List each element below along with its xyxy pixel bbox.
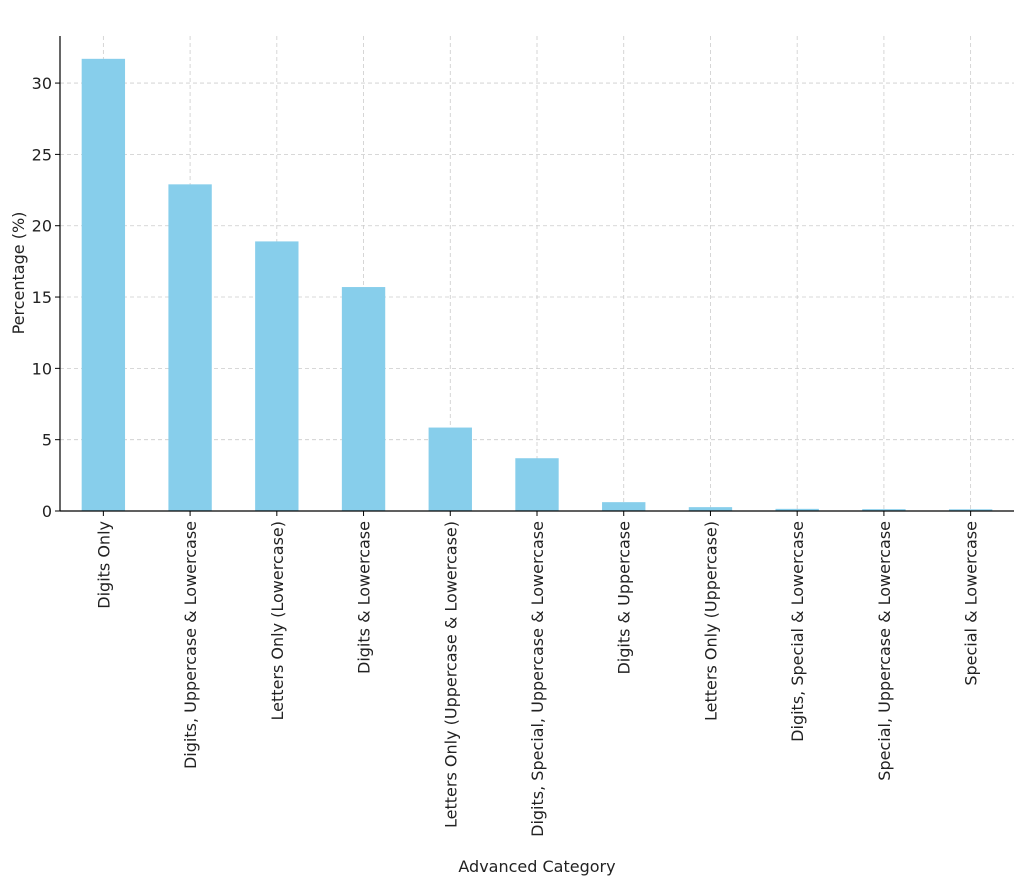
x-tick-label: Digits, Special, Uppercase & Lowercase — [528, 521, 547, 837]
ticks-layer: 0 5 10 15 20 25 30 Digits Only Digits, Uppercase… — [32, 74, 981, 837]
bar — [688, 507, 733, 511]
bar — [948, 509, 993, 511]
x-tick-label: Special, Uppercase & Lowercase — [875, 521, 894, 781]
x-tick-label: Digits, Special & Lowercase — [788, 521, 807, 742]
bar — [862, 509, 906, 511]
bar — [341, 287, 386, 511]
y-tick-label: 15 — [32, 288, 52, 307]
y-tick-label: 0 — [42, 502, 52, 521]
bar — [515, 458, 559, 511]
y-tick-label: 5 — [42, 431, 52, 450]
x-axis-label: Advanced Category — [458, 857, 615, 876]
bar — [81, 58, 126, 512]
y-axis-label: Percentage (%) — [9, 212, 28, 335]
x-tick-label: Letters Only (Uppercase & Lowercase) — [441, 521, 460, 828]
x-tick-label: Digits & Lowercase — [355, 521, 374, 674]
x-tick-label: Special & Lowercase — [962, 521, 981, 686]
bar — [168, 184, 212, 512]
bars-layer — [81, 58, 993, 512]
x-tick-label: Digits Only — [94, 521, 113, 609]
y-tick-label: 25 — [32, 145, 52, 164]
y-tick-label: 10 — [32, 359, 52, 378]
y-tick-label: 20 — [32, 217, 52, 236]
x-tick-label: Letters Only (Lowercase) — [268, 521, 287, 720]
bar — [428, 427, 472, 511]
bar — [775, 508, 819, 511]
bar — [255, 241, 299, 512]
x-tick-label: Digits, Uppercase & Lowercase — [181, 521, 200, 769]
bar — [602, 502, 646, 511]
x-tick-label: Letters Only (Uppercase) — [701, 521, 720, 721]
y-tick-label: 30 — [32, 74, 52, 93]
x-tick-label: Digits & Uppercase — [615, 521, 634, 675]
